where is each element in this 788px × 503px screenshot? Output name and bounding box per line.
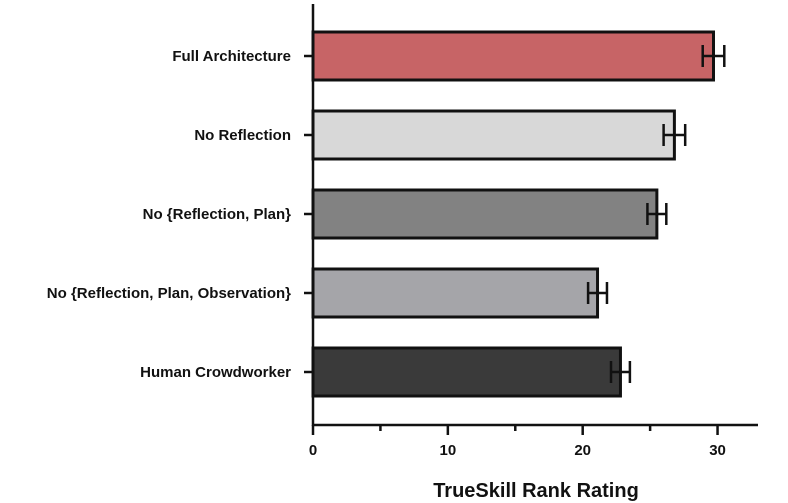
category-label: No {Reflection, Plan, Observation} bbox=[47, 285, 291, 302]
error-bar bbox=[646, 203, 668, 225]
error-bar bbox=[662, 124, 687, 146]
bar bbox=[311, 267, 600, 319]
bar bbox=[311, 30, 715, 82]
x-tick-label: 30 bbox=[709, 442, 726, 459]
x-axis-title: TrueSkill Rank Rating bbox=[433, 480, 639, 502]
error-bar bbox=[701, 45, 726, 67]
x-tick-label: 10 bbox=[440, 442, 457, 459]
error-bars-layer bbox=[586, 45, 726, 383]
x-ticks-layer: 0 10 20 30 bbox=[309, 425, 726, 459]
bar bbox=[311, 109, 676, 161]
category-label: No Reflection bbox=[194, 127, 291, 144]
category-labels-layer: Full Architecture No Reflection No {Reflec… bbox=[47, 48, 313, 381]
error-bar bbox=[586, 282, 609, 304]
category-label: Human Crowdworker bbox=[140, 364, 291, 381]
error-bar bbox=[609, 361, 632, 383]
x-tick-label: 0 bbox=[309, 442, 317, 459]
category-label: No {Reflection, Plan} bbox=[143, 206, 292, 223]
bar bbox=[311, 346, 622, 398]
bar bbox=[311, 188, 659, 240]
bars-layer bbox=[311, 30, 715, 398]
x-tick-label: 20 bbox=[574, 442, 591, 459]
category-label: Full Architecture bbox=[172, 48, 291, 65]
